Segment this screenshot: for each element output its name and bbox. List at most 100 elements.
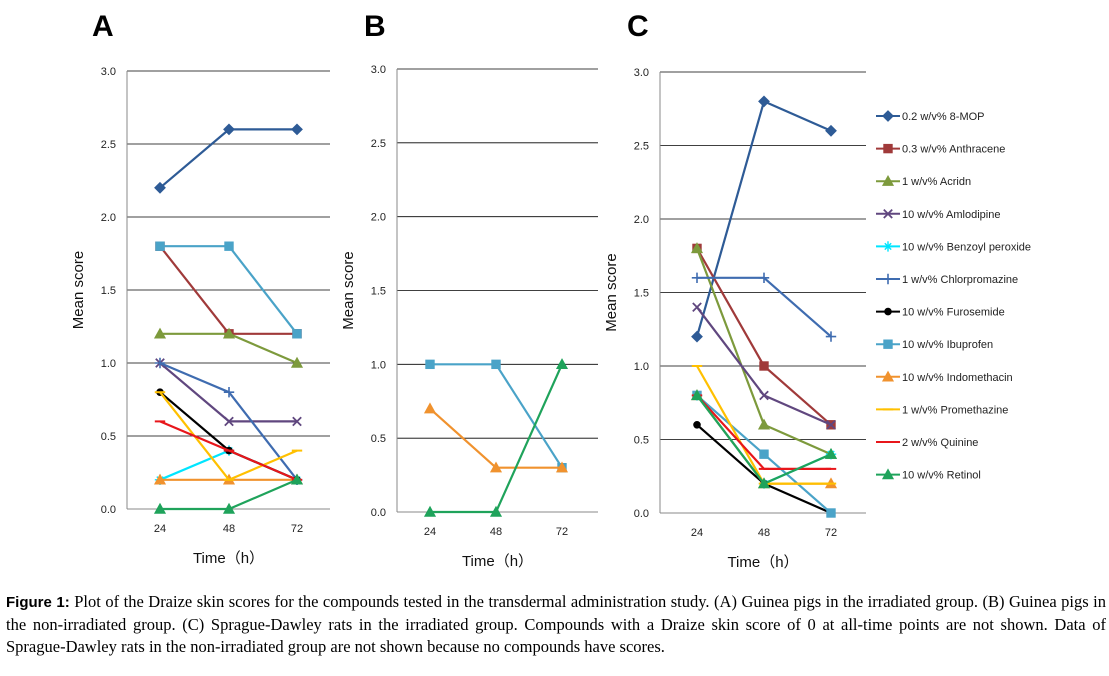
y-tick-label: 0.5 bbox=[371, 433, 386, 445]
y-tick-label: 1.5 bbox=[371, 286, 386, 298]
data-point bbox=[154, 181, 166, 194]
x-axis-label: Time（h） bbox=[727, 554, 798, 571]
series-11 bbox=[153, 473, 304, 514]
y-tick-label: 0.0 bbox=[634, 508, 649, 520]
series-10 bbox=[154, 420, 303, 481]
x-tick-label: 24 bbox=[424, 526, 436, 538]
figure-caption: Figure 1: Plot of the Draize skin scores… bbox=[6, 591, 1106, 658]
data-point bbox=[555, 358, 569, 370]
series-2 bbox=[153, 327, 304, 368]
y-tick-label: 1.0 bbox=[634, 361, 649, 373]
legend-entry: 10 w/v% Benzoyl peroxide bbox=[902, 241, 1031, 253]
y-tick-label: 2.0 bbox=[371, 212, 386, 224]
data-point bbox=[825, 124, 837, 137]
panel-a: A 0.0 0.5 1.0 1.5 2.0 2.5 3.0 24 48 72 Time（h） Mean … bbox=[70, 10, 330, 567]
y-axis-label: Mean score bbox=[603, 253, 620, 331]
legend-marker bbox=[884, 307, 892, 316]
caption-text: Plot of the Draize skin scores for the c… bbox=[6, 592, 1107, 656]
data-point bbox=[290, 356, 304, 368]
legend-marker bbox=[882, 273, 894, 285]
legend-entry: 10 w/v% Furosemide bbox=[902, 307, 1005, 319]
data-point bbox=[824, 447, 838, 459]
data-point bbox=[757, 477, 771, 489]
data-point bbox=[489, 461, 503, 473]
y-tick-label: 1.0 bbox=[371, 359, 386, 371]
x-tick-label: 24 bbox=[691, 527, 703, 539]
panel-b: B 0.0 0.5 1.0 1.5 2.0 2.5 3.0 24 48 72 Time（h） Mean … bbox=[340, 10, 598, 570]
y-tick-label: 1.0 bbox=[101, 358, 116, 370]
data-point bbox=[423, 402, 437, 414]
legend-entry: 10 w/v% Retinol bbox=[902, 470, 981, 482]
data-point bbox=[222, 502, 236, 514]
data-point bbox=[825, 331, 837, 342]
series-3 bbox=[155, 358, 302, 427]
y-axis-label: Mean score bbox=[70, 251, 87, 329]
legend-marker bbox=[882, 110, 894, 122]
legend-entry: 0.2 w/v% 8-MOP bbox=[902, 111, 985, 123]
data-point bbox=[292, 416, 302, 427]
panel-letter: B bbox=[364, 10, 386, 43]
y-tick-label: 2.0 bbox=[634, 214, 649, 226]
legend-entry: 10 w/v% Ibuprofen bbox=[902, 339, 993, 351]
data-point bbox=[691, 330, 703, 343]
data-point bbox=[489, 505, 503, 517]
y-tick-label: 0.5 bbox=[101, 431, 116, 443]
legend: 0.2 w/v% 8-MOP 0.3 w/v% Anthracene 1 w/v% … bbox=[876, 110, 1031, 482]
data-point bbox=[154, 357, 166, 369]
data-point bbox=[290, 473, 304, 485]
data-point bbox=[222, 327, 236, 339]
data-point bbox=[693, 421, 701, 429]
x-tick-label: 72 bbox=[825, 527, 837, 539]
y-tick-label: 2.5 bbox=[634, 141, 649, 153]
data-point bbox=[826, 419, 836, 430]
data-point bbox=[153, 327, 167, 339]
x-axis-label: Time（h） bbox=[193, 550, 264, 567]
data-point bbox=[758, 95, 770, 108]
x-axis-label: Time（h） bbox=[462, 553, 533, 570]
data-point bbox=[759, 361, 769, 371]
series-11 bbox=[690, 389, 838, 489]
y-tick-label: 2.0 bbox=[101, 212, 116, 224]
legend-marker bbox=[882, 241, 894, 252]
data-point bbox=[759, 449, 769, 459]
data-point bbox=[423, 505, 437, 517]
x-tick-label: 48 bbox=[223, 523, 235, 535]
y-tick-label: 1.5 bbox=[634, 288, 649, 300]
series-0 bbox=[154, 123, 303, 194]
panel-letter: C bbox=[627, 10, 649, 43]
legend-entry: 1 w/v% Acridn bbox=[902, 176, 971, 188]
legend-marker bbox=[883, 208, 893, 219]
legend-entry: 1 w/v% Chlorpromazine bbox=[902, 274, 1018, 286]
y-tick-label: 1.5 bbox=[101, 285, 116, 297]
panel-letter: A bbox=[92, 10, 114, 43]
data-point bbox=[690, 242, 704, 254]
series-1 bbox=[692, 243, 836, 430]
series-line bbox=[430, 363, 563, 469]
data-point bbox=[690, 389, 704, 401]
figure-1-chart: A 0.0 0.5 1.0 1.5 2.0 2.5 3.0 24 48 72 Time（h） Mean … bbox=[70, 10, 1031, 571]
series-line bbox=[159, 128, 297, 189]
legend-entry: 10 w/v% Indomethacin bbox=[902, 372, 1013, 384]
series-7 bbox=[155, 241, 302, 339]
y-tick-label: 3.0 bbox=[634, 67, 649, 79]
series-0 bbox=[425, 359, 567, 473]
x-tick-label: 72 bbox=[556, 526, 568, 538]
data-point bbox=[224, 416, 234, 427]
y-tick-label: 2.5 bbox=[371, 138, 386, 150]
legend-marker bbox=[883, 143, 893, 154]
legend-marker bbox=[881, 370, 895, 382]
x-tick-label: 48 bbox=[490, 526, 502, 538]
data-point bbox=[757, 418, 771, 430]
x-tick-label: 24 bbox=[154, 523, 166, 535]
data-point bbox=[691, 272, 703, 283]
data-point bbox=[223, 387, 235, 398]
data-point bbox=[826, 508, 836, 518]
data-point bbox=[153, 502, 167, 514]
x-tick-label: 48 bbox=[758, 527, 770, 539]
caption-label: Figure 1: bbox=[6, 594, 70, 611]
series-1 bbox=[423, 402, 569, 473]
y-tick-label: 0.0 bbox=[101, 504, 116, 516]
y-tick-label: 3.0 bbox=[101, 66, 116, 78]
data-point bbox=[758, 272, 770, 283]
data-point bbox=[153, 473, 167, 485]
